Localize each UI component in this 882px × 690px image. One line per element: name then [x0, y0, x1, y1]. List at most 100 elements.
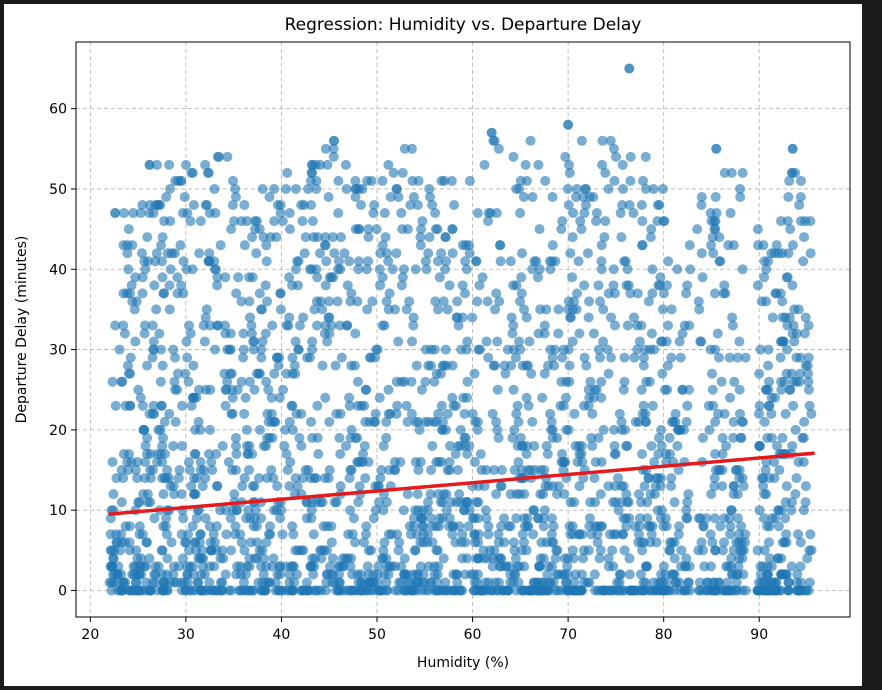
scatter-point	[195, 424, 206, 435]
scatter-point	[780, 408, 791, 419]
scatter-point	[760, 465, 771, 476]
scatter-point	[193, 416, 204, 427]
scatter-point	[207, 465, 218, 476]
scatter-point	[416, 224, 427, 235]
scatter-point	[491, 288, 502, 299]
scatter-point	[108, 489, 119, 500]
scatter-point	[483, 529, 494, 540]
scatter-point	[327, 553, 338, 564]
scatter-point	[216, 585, 227, 596]
scatter-point	[710, 416, 721, 427]
scatter-point	[469, 529, 480, 540]
scatter-point	[486, 127, 497, 138]
scatter-point	[550, 585, 561, 596]
scatter-point	[220, 272, 231, 283]
scatter-point	[196, 585, 207, 596]
scatter-point	[379, 537, 390, 548]
scatter-point	[648, 183, 659, 194]
scatter-point	[308, 529, 319, 540]
scatter-point	[309, 304, 320, 315]
scatter-point	[596, 264, 607, 275]
scatter-point	[231, 505, 242, 516]
scatter-point	[381, 416, 392, 427]
scatter-point	[704, 424, 715, 435]
scatter-point	[717, 432, 728, 443]
scatter-point	[185, 328, 196, 339]
scatter-point	[706, 585, 717, 596]
scatter-point	[490, 304, 501, 315]
scatter-point	[208, 529, 219, 540]
scatter-point	[320, 585, 331, 596]
scatter-point	[619, 424, 630, 435]
scatter-point	[152, 457, 163, 468]
scatter-point	[116, 497, 127, 508]
scatter-point	[773, 248, 784, 259]
scatter-point	[195, 457, 206, 468]
y-tick-label: 60	[49, 102, 67, 118]
scatter-point	[543, 360, 554, 371]
scatter-point	[164, 280, 175, 291]
scatter-point	[461, 264, 472, 275]
scatter-point	[140, 320, 151, 331]
scatter-point	[262, 432, 273, 443]
scatter-point	[752, 545, 763, 556]
scatter-point	[638, 400, 649, 411]
scatter-point	[788, 400, 799, 411]
scatter-point	[403, 577, 414, 588]
scatter-point	[755, 561, 766, 572]
scatter-point	[594, 553, 605, 564]
scatter-point	[718, 585, 729, 596]
scatter-point	[152, 448, 163, 459]
scatter-point	[752, 280, 763, 291]
scatter-point	[541, 304, 552, 315]
scatter-point	[134, 521, 145, 532]
scatter-point	[699, 561, 710, 572]
scatter-point	[576, 440, 587, 451]
scatter-point	[139, 256, 150, 267]
scatter-point	[589, 569, 600, 580]
scatter-point	[169, 248, 180, 259]
scatter-point	[472, 296, 483, 307]
scatter-point	[507, 328, 518, 339]
x-tick-label: 70	[559, 627, 577, 643]
scatter-point	[651, 473, 662, 484]
scatter-point	[242, 561, 253, 572]
scatter-point	[454, 489, 465, 500]
scatter-point	[606, 312, 617, 323]
scatter-point	[302, 352, 313, 363]
scatter-point	[164, 408, 175, 419]
scatter-point	[591, 216, 602, 227]
scatter-point	[384, 288, 395, 299]
scatter-point	[197, 561, 208, 572]
scatter-point	[513, 416, 524, 427]
scatter-point	[781, 481, 792, 492]
scatter-point	[562, 183, 573, 194]
scatter-point	[534, 264, 545, 275]
scatter-point	[147, 352, 158, 363]
scatter-point	[132, 473, 143, 484]
scatter-point	[122, 457, 133, 468]
scatter-point	[563, 200, 574, 211]
scatter-point	[553, 304, 564, 315]
scatter-point	[528, 529, 539, 540]
scatter-point	[176, 489, 187, 500]
scatter-point	[436, 248, 447, 259]
scatter-point	[547, 352, 558, 363]
scatter-point	[637, 240, 648, 251]
scatter-point	[795, 577, 806, 588]
scatter-point	[180, 537, 191, 548]
scatter-point	[142, 489, 153, 500]
scatter-point	[474, 280, 485, 291]
scatter-point	[516, 288, 527, 299]
scatter-point	[670, 408, 681, 419]
scatter-point	[694, 577, 705, 588]
scatter-point	[800, 312, 811, 323]
scatter-point	[250, 505, 261, 516]
scatter-point	[289, 360, 300, 371]
scatter-point	[635, 569, 646, 580]
scatter-point	[333, 208, 344, 219]
scatter-point	[393, 545, 404, 556]
scatter-point	[413, 416, 424, 427]
scatter-point	[493, 553, 504, 564]
scatter-point	[633, 489, 644, 500]
